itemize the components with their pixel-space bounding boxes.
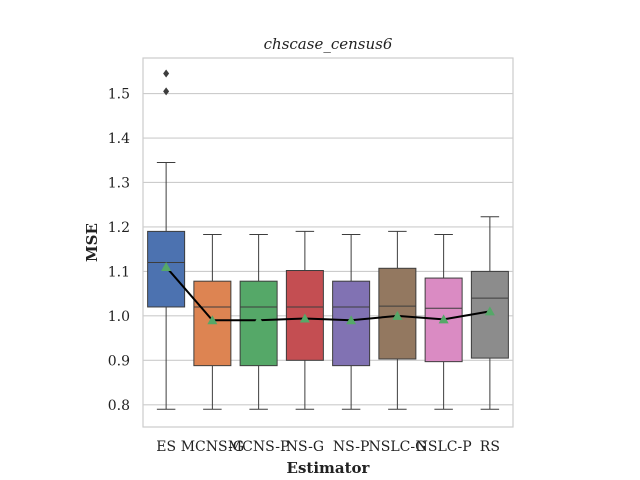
chart-title: chscase_census6 bbox=[264, 35, 393, 53]
mean-marker bbox=[161, 261, 172, 271]
y-tick-label: 0.8 bbox=[108, 398, 130, 414]
mean-marker bbox=[299, 313, 310, 323]
y-tick-label: 1.2 bbox=[108, 220, 130, 236]
x-tick-label: NSLC-P bbox=[416, 439, 472, 455]
y-tick-label: 1.0 bbox=[108, 309, 130, 325]
x-axis-label: Estimator bbox=[287, 459, 371, 477]
mean-line bbox=[165, 266, 491, 322]
boxes bbox=[147, 69, 509, 410]
mean-series bbox=[161, 261, 495, 325]
box-nslc-g bbox=[378, 230, 417, 410]
outlier-point bbox=[163, 87, 170, 96]
x-tick-label: ES bbox=[156, 439, 176, 455]
plot-frame bbox=[142, 57, 514, 428]
y-tick-label: 0.9 bbox=[108, 353, 130, 369]
mean-marker bbox=[438, 314, 449, 324]
x-tick-label: MCNS-P bbox=[228, 439, 290, 455]
x-tick-label: MCNS-G bbox=[181, 439, 244, 455]
box-es bbox=[147, 69, 186, 410]
y-axis-ticks: 0.8 0.9 1.0 1.1 1.2 1.3 1.4 1.5 bbox=[108, 87, 130, 414]
box-ns-g bbox=[285, 230, 324, 410]
x-tick-label: NS-G bbox=[286, 439, 324, 455]
mean-marker bbox=[392, 310, 403, 320]
mean-marker bbox=[253, 315, 264, 325]
y-tick-label: 1.3 bbox=[108, 175, 130, 191]
mean-marker bbox=[346, 315, 357, 325]
y-tick-label: 1.4 bbox=[108, 131, 130, 147]
x-tick-label: RS bbox=[480, 439, 500, 455]
y-axis-label: MSE bbox=[83, 223, 101, 262]
y-tick-label: 1.5 bbox=[108, 87, 130, 103]
x-tick-label: NSLC-G bbox=[368, 439, 426, 455]
outlier-point bbox=[163, 69, 170, 78]
y-tick-label: 1.1 bbox=[108, 264, 130, 280]
mean-marker bbox=[484, 306, 495, 316]
x-tick-label: NS-P bbox=[333, 439, 370, 455]
mean-marker bbox=[207, 315, 218, 325]
